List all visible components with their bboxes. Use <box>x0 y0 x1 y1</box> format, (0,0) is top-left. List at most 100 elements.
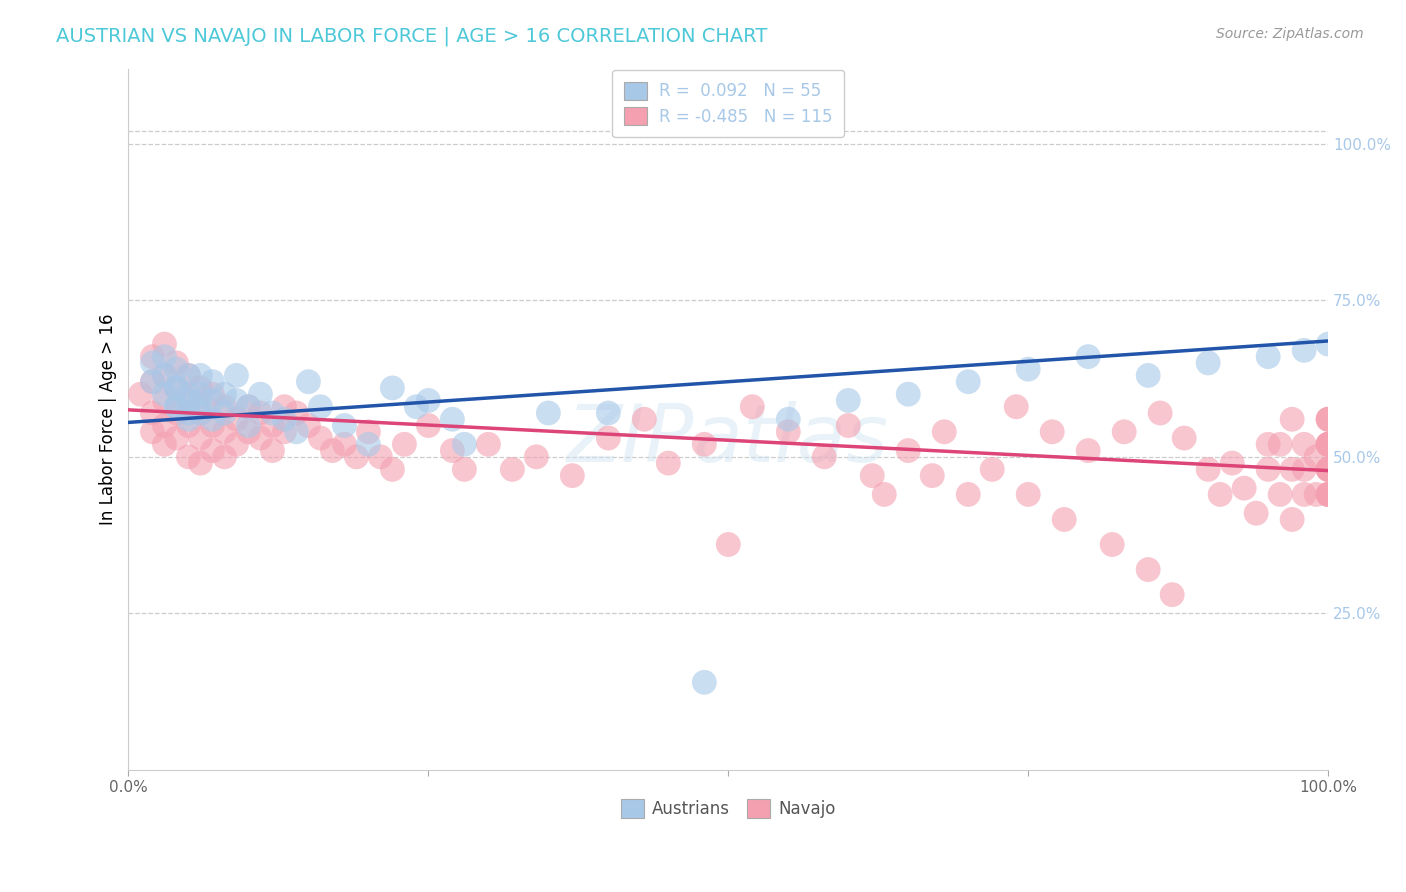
Point <box>441 412 464 426</box>
Point <box>141 425 163 439</box>
Point <box>225 368 247 383</box>
Point <box>262 443 284 458</box>
Point <box>297 418 319 433</box>
Point <box>1294 462 1316 476</box>
Point <box>405 400 427 414</box>
Point <box>1317 412 1340 426</box>
Point <box>981 462 1004 476</box>
Point <box>561 468 583 483</box>
Point <box>297 375 319 389</box>
Point <box>177 412 200 426</box>
Point <box>1268 487 1291 501</box>
Point <box>897 387 920 401</box>
Point <box>778 412 800 426</box>
Point <box>153 368 176 383</box>
Point <box>201 443 224 458</box>
Point <box>418 418 440 433</box>
Point <box>1317 487 1340 501</box>
Point <box>717 537 740 551</box>
Point <box>1233 481 1256 495</box>
Point <box>1173 431 1195 445</box>
Point <box>837 418 859 433</box>
Point <box>934 425 956 439</box>
Point <box>1257 437 1279 451</box>
Point <box>166 400 188 414</box>
Point <box>249 406 271 420</box>
Point <box>153 368 176 383</box>
Point <box>166 406 188 420</box>
Point <box>441 443 464 458</box>
Point <box>166 431 188 445</box>
Point <box>153 350 176 364</box>
Point <box>201 418 224 433</box>
Point <box>524 450 547 464</box>
Point <box>381 381 404 395</box>
Text: ZIPatlas: ZIPatlas <box>567 401 890 479</box>
Point <box>1317 462 1340 476</box>
Point <box>177 406 200 420</box>
Point <box>166 381 188 395</box>
Point <box>418 393 440 408</box>
Point <box>238 400 260 414</box>
Point <box>957 487 980 501</box>
Point <box>214 400 236 414</box>
Point <box>453 437 475 451</box>
Text: AUSTRIAN VS NAVAJO IN LABOR FORCE | AGE > 16 CORRELATION CHART: AUSTRIAN VS NAVAJO IN LABOR FORCE | AGE … <box>56 27 768 46</box>
Point <box>1161 588 1184 602</box>
Point <box>285 406 308 420</box>
Point <box>177 368 200 383</box>
Point <box>141 406 163 420</box>
Point <box>238 425 260 439</box>
Point <box>873 487 896 501</box>
Point <box>357 437 380 451</box>
Point <box>897 443 920 458</box>
Point <box>166 356 188 370</box>
Point <box>1220 456 1243 470</box>
Point <box>1017 487 1039 501</box>
Point <box>190 393 212 408</box>
Point <box>238 400 260 414</box>
Point <box>309 400 332 414</box>
Point <box>273 400 295 414</box>
Point <box>381 462 404 476</box>
Point <box>1137 563 1160 577</box>
Point <box>190 368 212 383</box>
Point <box>166 381 188 395</box>
Point <box>153 387 176 401</box>
Point <box>166 362 188 376</box>
Point <box>1317 487 1340 501</box>
Point <box>1101 537 1123 551</box>
Legend: Austrians, Navajo: Austrians, Navajo <box>614 793 842 825</box>
Point <box>1294 437 1316 451</box>
Point <box>837 393 859 408</box>
Point <box>1317 462 1340 476</box>
Point <box>190 381 212 395</box>
Point <box>214 450 236 464</box>
Point <box>201 393 224 408</box>
Point <box>1294 487 1316 501</box>
Point <box>1294 343 1316 358</box>
Point <box>153 437 176 451</box>
Point <box>141 375 163 389</box>
Point <box>693 675 716 690</box>
Point <box>741 400 763 414</box>
Point <box>201 387 224 401</box>
Point <box>285 425 308 439</box>
Point <box>225 412 247 426</box>
Point <box>190 456 212 470</box>
Point <box>778 425 800 439</box>
Point <box>141 356 163 370</box>
Point <box>273 425 295 439</box>
Point <box>1317 412 1340 426</box>
Point <box>1257 350 1279 364</box>
Point <box>262 406 284 420</box>
Point <box>344 450 367 464</box>
Point <box>166 381 188 395</box>
Point <box>1017 362 1039 376</box>
Point <box>1317 337 1340 351</box>
Point <box>1149 406 1171 420</box>
Point <box>1040 425 1063 439</box>
Point <box>657 456 679 470</box>
Point <box>1114 425 1136 439</box>
Point <box>1005 400 1028 414</box>
